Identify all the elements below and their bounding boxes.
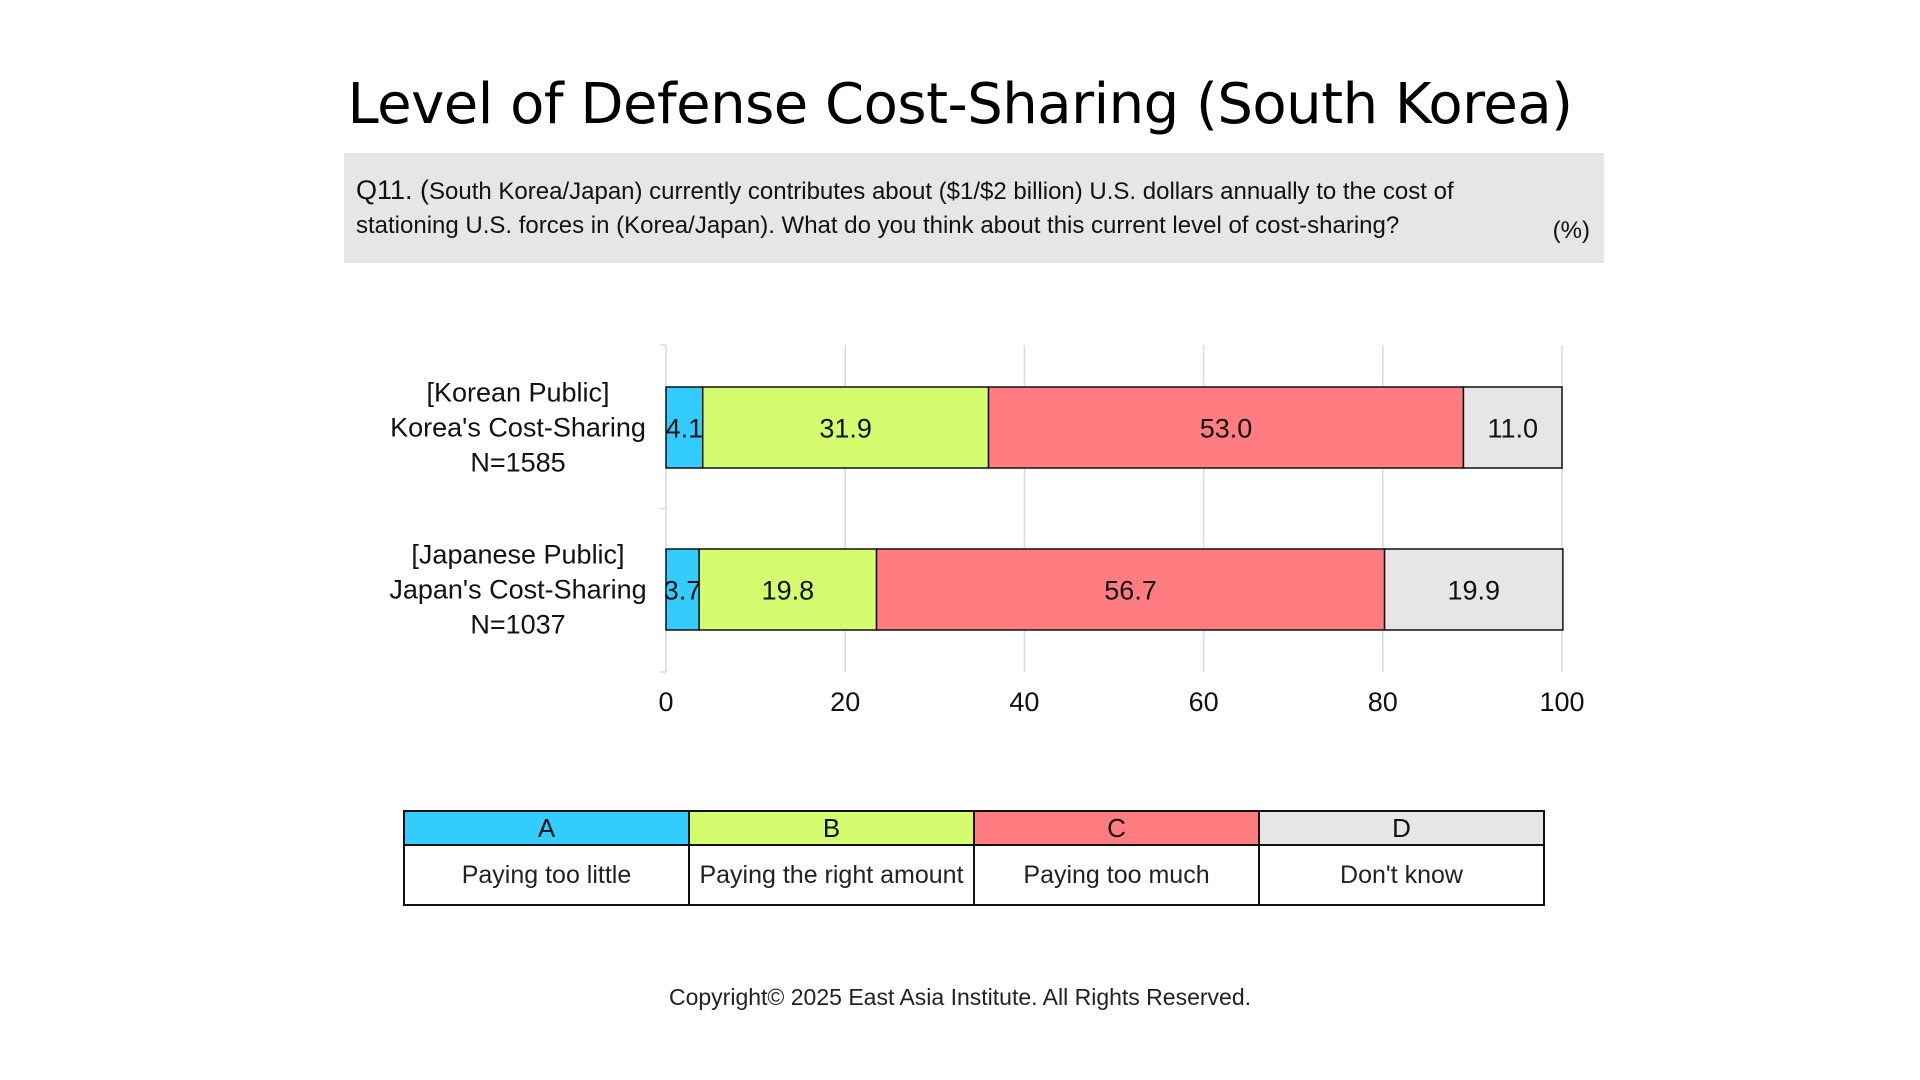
data-label: 19.9 xyxy=(1447,576,1500,606)
legend-label-c: Paying too much xyxy=(973,844,1260,906)
legend-code-d: D xyxy=(1258,810,1545,846)
legend-code-row: A B C D xyxy=(403,810,1545,846)
bar-segment-c xyxy=(875,548,1386,631)
bar-segment-d xyxy=(1383,548,1564,631)
category-label: N=1037 xyxy=(470,610,565,640)
legend-label-row: Paying too little Paying the right amoun… xyxy=(403,844,1545,906)
chart-title: Level of Defense Cost-Sharing (South Kor… xyxy=(347,72,1573,137)
category-label: [Korean Public] xyxy=(426,378,609,408)
x-tick-label: 80 xyxy=(1368,687,1398,717)
bar-segment-c xyxy=(987,386,1465,469)
category-label: Japan's Cost-Sharing xyxy=(389,575,646,605)
x-tick-label: 100 xyxy=(1539,687,1584,717)
data-label: 31.9 xyxy=(819,414,872,444)
category-label: N=1585 xyxy=(470,448,565,478)
bar-segment-b xyxy=(698,548,878,631)
legend-label-d: Don't know xyxy=(1258,844,1545,906)
x-tick-label: 60 xyxy=(1189,687,1219,717)
legend-code-c: C xyxy=(973,810,1260,846)
data-label: 19.8 xyxy=(762,576,815,606)
legend-label-b: Paying the right amount xyxy=(688,844,975,906)
data-label: 3.7 xyxy=(664,576,702,606)
question-text: Q11. (South Korea/Japan) currently contr… xyxy=(356,173,1536,243)
data-label: 56.7 xyxy=(1104,576,1157,606)
data-label: 53.0 xyxy=(1200,414,1253,444)
x-tick-label: 0 xyxy=(658,687,673,717)
x-tick-label: 40 xyxy=(1009,687,1039,717)
question-box: Q11. (South Korea/Japan) currently contr… xyxy=(344,153,1604,263)
data-label: 4.1 xyxy=(666,414,704,444)
data-label: 11.0 xyxy=(1487,414,1538,444)
question-body: South Korea/Japan) currently contributes… xyxy=(356,178,1454,239)
stacked-bar-chart: 4.1 31.9 53.0 11.0 [Korean Public] Korea's Co… xyxy=(389,344,1585,717)
legend-label-a: Paying too little xyxy=(403,844,690,906)
legend-table: A B C D Paying too little Paying the rig… xyxy=(403,810,1545,906)
category-label: [Japanese Public] xyxy=(411,540,624,570)
bar-segment-d xyxy=(1462,386,1563,469)
legend-code-b: B xyxy=(688,810,975,846)
question-label: Q11. ( xyxy=(356,175,430,205)
bar-segment-a xyxy=(665,548,700,631)
unit-label: (%) xyxy=(1552,217,1590,244)
bar-segment-b xyxy=(701,386,990,469)
category-label: Korea's Cost-Sharing xyxy=(390,413,646,443)
copyright-notice: Copyright© 2025 East Asia Institute. All… xyxy=(668,984,1252,1010)
x-tick-label: 20 xyxy=(830,687,860,717)
legend-code-a: A xyxy=(403,810,690,846)
